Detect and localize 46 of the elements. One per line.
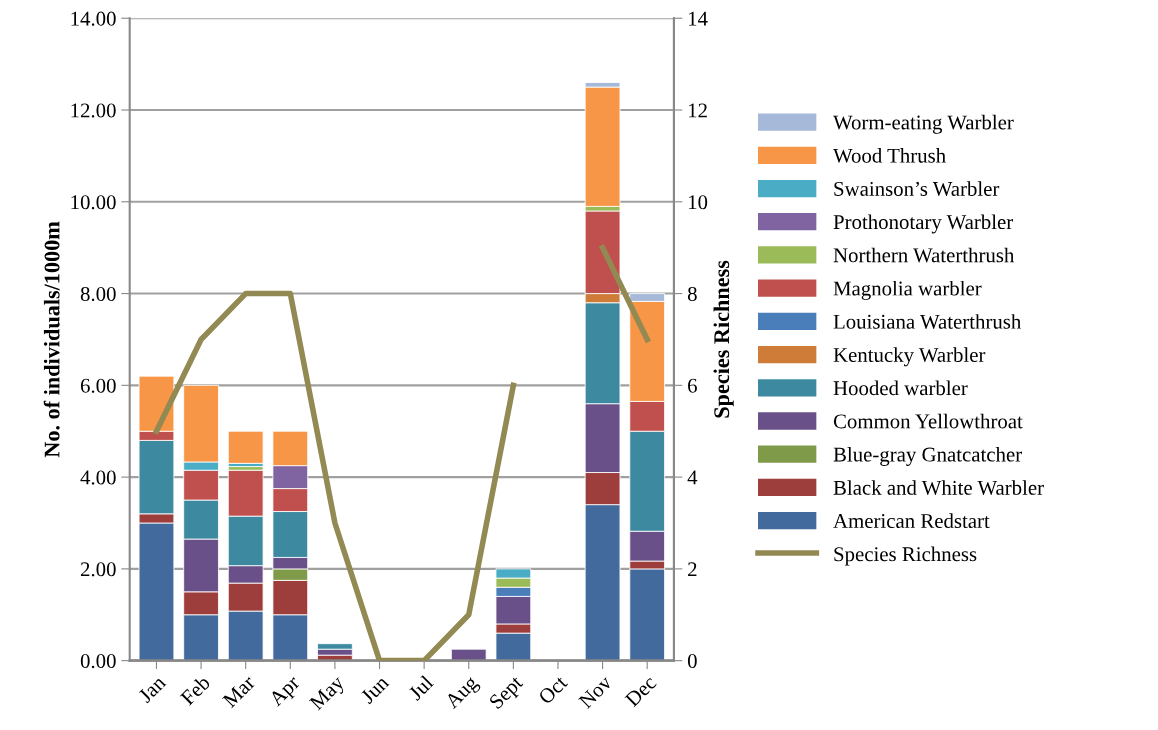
legend-label: Wood Thrush [833, 148, 946, 163]
x-tick-label: Dec [624, 674, 658, 708]
x-tick-label: Feb [179, 674, 211, 706]
legend-label: Common Yellowthroat [833, 413, 1023, 429]
y2-tick-label: 4 [687, 470, 698, 485]
y2-tick-label: 14 [688, 11, 708, 26]
legend-label: Prothonotary Warbler [833, 214, 1014, 234]
y-tick-label: 10.00 [71, 195, 116, 210]
y-tick-label: 8.00 [80, 286, 116, 302]
legend-label: Northern Waterthrush [833, 247, 1015, 263]
x-tick-label: Nov [578, 674, 613, 710]
x-tick-label: Jul [407, 674, 435, 702]
y2-axis-title: Species Richness [713, 260, 734, 418]
legend-label: American Redstart [833, 513, 990, 529]
y2-tick-label: 6 [688, 378, 697, 393]
y2-tick-label: 0 [687, 654, 697, 669]
y-tick-label: 4.00 [80, 470, 116, 485]
y2-tick-label: 2 [688, 562, 697, 577]
bar [227, 430, 264, 464]
y-tick-label: 14.00 [71, 11, 116, 26]
x-tick-label: Mar [222, 674, 256, 709]
y2-tick-label: 10 [688, 195, 708, 210]
bar [450, 648, 487, 661]
legend-label: Species Richness [834, 546, 977, 566]
x-tick-label: Oct [537, 674, 569, 705]
legend-label: Kentucky Warbler [833, 347, 986, 367]
legend-label: Blue-gray Gnatcatcher [833, 446, 1022, 466]
y2-tick-label: 12 [688, 103, 707, 118]
x-tick-label: Jun [359, 674, 390, 705]
x-tick-label: Sept [488, 674, 527, 713]
y-tick-label: 0.00 [80, 654, 116, 669]
x-tick-label: May [308, 674, 349, 714]
legend-label: Magnolia warbler [833, 280, 982, 300]
y-axis-title: No. of individuals/1000m [43, 221, 60, 458]
y-tick-label: 12.00 [71, 103, 116, 118]
legend-label: Swainson’s Warbler [834, 181, 1000, 197]
x-tick-label: Jan [137, 674, 167, 704]
x-tick-label: Apr [268, 674, 304, 710]
y-tick-label: 2.00 [80, 562, 116, 577]
legend-label: Louisiana Waterthrush [833, 314, 1022, 329]
legend-label: Worm-eating Warbler [833, 114, 1014, 134]
y-tick-label: 6.00 [80, 378, 116, 393]
legend-label: Hooded warbler [833, 380, 968, 396]
x-tick-label: Aug [443, 674, 482, 713]
legend-label: Black and White Warbler [833, 480, 1044, 495]
y2-tick-label: 8 [687, 286, 697, 301]
